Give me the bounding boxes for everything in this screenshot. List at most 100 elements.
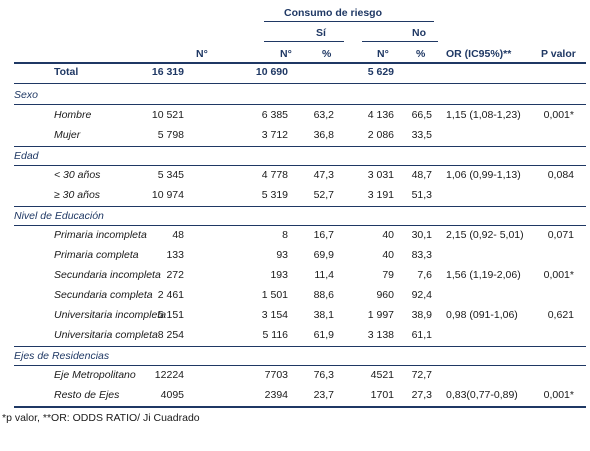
cell-si-n: 3 154 xyxy=(261,309,288,321)
cell-si-pct: 52,7 xyxy=(313,189,334,201)
row-label: ≥ 30 años xyxy=(54,189,101,201)
cell-no-pct: 33,5 xyxy=(411,129,432,141)
table-row: Primaria completa 133 93 69,9 40 83,3 xyxy=(0,249,590,267)
cell-no-pct: 92,4 xyxy=(411,289,432,301)
cell-si-n: 1 501 xyxy=(261,289,288,301)
table-row: Primaria incompleta 48 8 16,7 40 30,1 2,… xyxy=(0,229,590,247)
cell-pvalue: 0,001* xyxy=(543,269,574,281)
header-no: No xyxy=(412,27,426,39)
table-row: Secundaria completa 2 461 1 501 88,6 960… xyxy=(0,289,590,307)
cell-no-n: 3 138 xyxy=(367,329,394,341)
cell-no-n: 4 136 xyxy=(367,109,394,121)
total-n: 16 319 xyxy=(151,66,184,78)
header-n-total: N° xyxy=(196,48,208,60)
header-pct-no: % xyxy=(416,48,426,60)
group-title: Consumo de riesgo xyxy=(284,7,383,19)
cell-no-n: 79 xyxy=(382,269,394,281)
cell-no-n: 4521 xyxy=(370,369,394,381)
cell-si-pct: 23,7 xyxy=(313,389,334,401)
total-no-n: 5 629 xyxy=(367,66,394,78)
table-row: < 30 años 5 345 4 778 47,3 3 031 48,7 1,… xyxy=(0,169,590,187)
header-n-si: N° xyxy=(280,48,292,60)
cell-n: 48 xyxy=(172,229,184,241)
cell-pvalue: 0,084 xyxy=(547,169,574,181)
cell-no-pct: 30,1 xyxy=(411,229,432,241)
total-row: Total 16 319 10 690 5 629 xyxy=(0,66,590,84)
cell-no-pct: 66,5 xyxy=(411,109,432,121)
cell-si-pct: 36,8 xyxy=(313,129,334,141)
table-row: Hombre 10 521 6 385 63,2 4 136 66,5 1,15… xyxy=(0,109,590,127)
footnote: *p valor, **OR: ODDS RATIO/ Ji Cuadrado xyxy=(2,412,200,424)
cell-or: 1,06 (0,99-1,13) xyxy=(446,169,521,181)
section-title-edad: Edad xyxy=(14,150,39,162)
cell-pvalue: 0,001* xyxy=(543,109,574,121)
table-row: Universitaria incompleta 5 151 3 154 38,… xyxy=(0,309,590,327)
header-or: OR (IC95%)** xyxy=(446,48,512,60)
cell-si-n: 93 xyxy=(276,249,288,261)
cell-si-pct: 63,2 xyxy=(313,109,334,121)
section-rule-ejes-top xyxy=(14,346,586,347)
cell-no-n: 2 086 xyxy=(367,129,394,141)
cell-si-n: 5 116 xyxy=(262,329,289,341)
cell-si-pct: 47,3 xyxy=(313,169,334,181)
section-rule-edu-top xyxy=(14,206,586,207)
cell-n: 2 461 xyxy=(157,289,184,301)
cell-n: 5 345 xyxy=(157,169,184,181)
cell-no-pct: 7,6 xyxy=(417,269,432,281)
table-row: Mujer 5 798 3 712 36,8 2 086 33,5 xyxy=(0,129,590,147)
no-underline xyxy=(362,41,438,42)
cell-or: 2,15 (0,92- 5,01) xyxy=(446,229,524,241)
cell-no-pct: 61,1 xyxy=(411,329,432,341)
cell-or: 1,56 (1,19-2,06) xyxy=(446,269,521,281)
table-row: Eje Metropolitano 12224 7703 76,3 4521 7… xyxy=(0,369,590,387)
cell-si-pct: 38,1 xyxy=(313,309,334,321)
cell-no-pct: 51,3 xyxy=(411,189,432,201)
section-rule-sexo xyxy=(14,104,586,105)
cell-no-n: 1 997 xyxy=(367,309,394,321)
row-label: Hombre xyxy=(54,109,92,121)
cell-n: 5 798 xyxy=(157,129,184,141)
row-label: Universitaria incompleta xyxy=(54,309,167,321)
cell-no-n: 3 031 xyxy=(367,169,394,181)
cell-n: 5 151 xyxy=(157,309,184,321)
cell-si-n: 8 xyxy=(282,229,288,241)
cell-no-pct: 72,7 xyxy=(411,369,432,381)
cell-or: 1,15 (1,08-1,23) xyxy=(446,109,521,121)
cell-si-n: 7703 xyxy=(264,369,288,381)
si-underline xyxy=(264,41,344,42)
cell-no-pct: 83,3 xyxy=(411,249,432,261)
section-title-educacion: Nivel de Educación xyxy=(14,210,104,222)
cell-n: 10 974 xyxy=(151,189,184,201)
header-rule xyxy=(14,62,586,64)
row-label: Resto de Ejes xyxy=(54,389,120,401)
cell-no-n: 1701 xyxy=(370,389,394,401)
cell-no-pct: 38,9 xyxy=(411,309,432,321)
section-rule-edad xyxy=(14,165,586,166)
cell-si-n: 3 712 xyxy=(261,129,288,141)
cell-pvalue: 0,071 xyxy=(547,229,574,241)
cell-no-n: 40 xyxy=(382,249,394,261)
row-label: Eje Metropolitano xyxy=(54,369,136,381)
row-label: Universitaria completa xyxy=(54,329,158,341)
section-rule-ejes xyxy=(14,365,586,366)
cell-si-pct: 69,9 xyxy=(313,249,334,261)
cell-no-n: 40 xyxy=(382,229,394,241)
cell-si-n: 4 778 xyxy=(261,169,288,181)
row-label: Secundaria completa xyxy=(54,289,153,301)
cell-si-pct: 11,4 xyxy=(314,269,334,281)
row-label: Secundaria incompleta xyxy=(54,269,161,281)
cell-n: 4095 xyxy=(160,389,184,401)
row-label: < 30 años xyxy=(54,169,101,181)
cell-si-n: 2394 xyxy=(264,389,288,401)
cell-si-n: 193 xyxy=(270,269,288,281)
cell-si-pct: 76,3 xyxy=(313,369,334,381)
cell-no-n: 3 191 xyxy=(367,189,394,201)
table-row: Secundaria incompleta 272 193 11,4 79 7,… xyxy=(0,269,590,287)
table-row: Resto de Ejes 4095 2394 23,7 1701 27,3 0… xyxy=(0,389,590,407)
cell-n: 272 xyxy=(166,269,184,281)
section-rule-edad-top xyxy=(14,146,586,147)
cell-n: 133 xyxy=(166,249,184,261)
cell-n: 8 254 xyxy=(157,329,184,341)
cell-or: 0,83(0,77-0,89) xyxy=(446,389,518,401)
table-row: Universitaria completa 8 254 5 116 61,9 … xyxy=(0,329,590,347)
